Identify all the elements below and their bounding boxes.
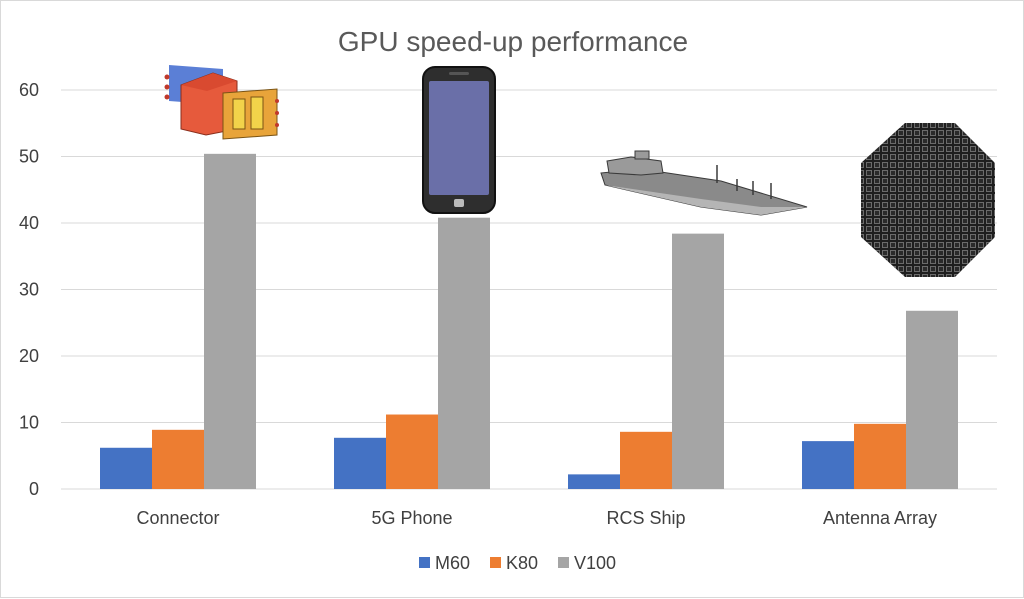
legend-swatch-v100 <box>558 557 569 568</box>
y-tick-label: 30 <box>19 280 39 300</box>
y-tick-label: 40 <box>19 213 39 233</box>
y-axis-ticks: 0 10 20 30 40 50 60 <box>19 80 39 499</box>
bar-k80-antenna-array <box>854 423 906 489</box>
x-category-label: 5G Phone <box>371 508 452 528</box>
connector-model <box>164 65 279 140</box>
y-tick-label: 0 <box>29 479 39 499</box>
phone-model <box>422 66 496 214</box>
x-category-label: RCS Ship <box>606 508 685 528</box>
legend: M60 K80 V100 <box>419 553 616 573</box>
bar-m60-rcs-ship <box>568 474 620 489</box>
bar-k80-rcs-ship <box>620 431 672 489</box>
legend-label-v100: V100 <box>574 553 616 573</box>
antenna-array-model <box>861 123 995 277</box>
y-tick-label: 10 <box>19 413 39 433</box>
x-category-label: Antenna Array <box>823 508 937 528</box>
bars <box>100 153 958 489</box>
legend-swatch-m60 <box>419 557 430 568</box>
bar-v100-5g-phone <box>438 217 490 489</box>
bar-k80-connector <box>152 429 204 489</box>
bar-m60-5g-phone <box>334 437 386 489</box>
y-tick-label: 60 <box>19 80 39 100</box>
ship-model <box>600 150 808 216</box>
bar-k80-5g-phone <box>386 414 438 489</box>
x-category-label: Connector <box>136 508 219 528</box>
chart-title: GPU speed-up performance <box>338 26 688 57</box>
category-illustrations <box>164 65 995 277</box>
legend-swatch-k80 <box>490 557 501 568</box>
bar-m60-connector <box>100 447 152 489</box>
bar-v100-connector <box>204 153 256 489</box>
y-tick-label: 50 <box>19 147 39 167</box>
bar-v100-rcs-ship <box>672 233 724 489</box>
y-tick-label: 20 <box>19 346 39 366</box>
legend-label-k80: K80 <box>506 553 538 573</box>
legend-label-m60: M60 <box>435 553 470 573</box>
bar-v100-antenna-array <box>906 310 958 489</box>
x-axis-categories: Connector 5G Phone RCS Ship Antenna Array <box>136 508 937 528</box>
bar-m60-antenna-array <box>802 441 854 489</box>
